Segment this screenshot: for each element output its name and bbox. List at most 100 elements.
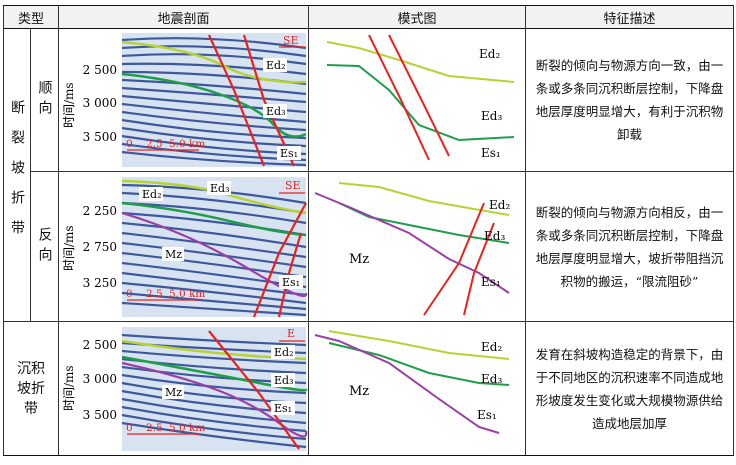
- fault-line: [208, 329, 300, 450]
- fault-line: [252, 201, 307, 317]
- horizon-label: Mz: [165, 248, 182, 261]
- type-label: 反向: [36, 226, 53, 267]
- label-box: [271, 344, 296, 359]
- header-features: 特征描述: [525, 5, 735, 29]
- label-box: [263, 103, 288, 118]
- type-cell: 反向: [29, 171, 60, 322]
- description-cell: 发育在斜坡构造稳定的背景下，由于不同地区的沉积速率不同造成地形坡度发生变化或大规…: [525, 321, 735, 456]
- description-cell: 断裂的倾向与物源方向相反，由一条或多条同沉积断层控制，下降盘地层厚度明显增大，坡…: [525, 171, 735, 322]
- horizon-label: Es₁: [282, 276, 300, 289]
- seismic-section-1: 时间/ms 2 500 3 000 3 500 SE: [62, 32, 307, 167]
- label-box: [277, 145, 302, 160]
- scale-label: 2.5: [146, 138, 163, 150]
- type-label: 顺向: [36, 80, 53, 120]
- label-box: [207, 180, 232, 195]
- type-cell: 沉积坡折带: [2, 321, 60, 456]
- model-cell: Mz Ed₂ Ed₃ Es₁: [308, 171, 527, 322]
- tick-label: 3 500: [83, 130, 117, 144]
- scale-label: 2.5: [146, 422, 163, 434]
- header-seismic: 地震剖面: [58, 5, 310, 29]
- model-cell: Ed₂ Ed₃ Es₁: [308, 28, 527, 172]
- scale-label: 5.0 km: [169, 138, 205, 150]
- scale-bar: 0 2.5 5.0 km: [126, 138, 205, 151]
- seismic-cell: 时间/ms 2 250 2 750 3 250: [58, 171, 310, 322]
- ed3-horizon: [121, 72, 307, 138]
- scale-bar: 0 2.5 5.0 km: [126, 422, 205, 435]
- type-group-label: 断裂坡折带: [9, 100, 25, 250]
- type-cell: 顺向: [29, 28, 60, 172]
- model-diagram-2: Mz Ed₂ Ed₃ Es₁: [314, 181, 510, 316]
- fault-line: [368, 34, 430, 160]
- axis-label: 时间/ms: [62, 225, 76, 271]
- label-box: [162, 384, 185, 399]
- tick-label: 2 250: [83, 204, 117, 218]
- label-box: [279, 274, 304, 289]
- horizon-label: Es₁: [481, 275, 501, 289]
- tick-label: 2 500: [83, 338, 117, 352]
- tick-label: 2 500: [83, 63, 117, 77]
- tick-label: 3 250: [83, 276, 117, 290]
- model-diagram-3: Mz Ed₂ Ed₃ Es₁: [314, 329, 510, 434]
- tick-label: 3 000: [83, 96, 117, 110]
- direction-label: SE: [283, 34, 299, 47]
- es1-horizon: [121, 361, 308, 438]
- fault-line: [463, 222, 495, 315]
- description-cell: 断裂的倾向与物源方向一致，由一条或多条同沉积断层控制，下降盘地层厚度明显增大，有…: [525, 28, 735, 172]
- horizon-label: Mz: [165, 386, 182, 399]
- horizon-label: Es₁: [280, 147, 298, 160]
- horizon-label: Es₁: [481, 146, 501, 160]
- scale-label: 0: [126, 138, 133, 150]
- model-cell: Mz Ed₂ Ed₃ Es₁: [308, 321, 527, 456]
- horizon-label: Ed₃: [481, 109, 502, 123]
- horizon-label: Ed₃: [266, 105, 285, 118]
- seismic-section-2: 时间/ms 2 250 2 750 3 250: [62, 176, 308, 317]
- fault-line: [277, 232, 303, 317]
- header-model: 模式图: [308, 5, 527, 29]
- fault-line: [208, 34, 266, 166]
- horizon-label: Ed₃: [484, 229, 505, 243]
- tick-label: 2 750: [83, 240, 117, 254]
- horizon-label: Es₁: [274, 402, 292, 415]
- ed2-horizon: [326, 40, 515, 83]
- horizon-label: Mz: [349, 384, 369, 399]
- type-group-cell: 断裂坡折带: [3, 28, 31, 322]
- es1-horizon: [314, 333, 500, 434]
- ed2-horizon: [328, 329, 510, 360]
- ed2-horizon: [338, 181, 510, 216]
- scale-label: 5.0 km: [169, 422, 205, 434]
- fault-line: [388, 34, 450, 156]
- horizon-label: Mz: [349, 252, 369, 267]
- label-box: [162, 246, 185, 261]
- label-box: [263, 57, 288, 72]
- description-text: 发育在斜坡构造稳定的背景下，由于不同地区的沉积速率不同造成地形坡度发生变化或大规…: [535, 346, 724, 431]
- horizon-label: Ed₂: [489, 198, 510, 212]
- horizon-label: Ed₂: [266, 59, 285, 72]
- fault-line: [423, 202, 485, 316]
- table-row: 断裂坡折带 顺向 时间/ms 2 500 3 000 3 500: [3, 28, 735, 322]
- horizon-label: Ed₂: [274, 346, 293, 359]
- label-box: [271, 372, 296, 387]
- ed3-horizon: [121, 201, 307, 236]
- horizon-label: Ed₂: [142, 188, 161, 201]
- es1-horizon: [121, 211, 308, 297]
- table-row: 反向 时间/ms 2 250 2 750 3 250: [4, 171, 735, 322]
- scale-label: 5.0 km: [169, 288, 205, 300]
- label-box: [271, 400, 296, 415]
- scale-label: 0: [126, 422, 133, 434]
- ed3-horizon: [326, 63, 515, 141]
- scale-bar: 0 2.5 5.0 km: [126, 288, 205, 301]
- horizon-label: Ed₃: [481, 372, 502, 386]
- header-row: 类型 地震剖面 模式图 特征描述: [2, 5, 735, 29]
- horizon-label: Es₁: [477, 408, 497, 422]
- fault-line: [242, 34, 296, 166]
- horizon-label: Ed₃: [210, 182, 229, 195]
- direction-label: E: [287, 327, 295, 340]
- description-text: 断裂的倾向与物源方向相反，由一条或多条同沉积断层控制，下降盘地层厚度明显增大，坡…: [535, 204, 724, 289]
- horizon-label: Ed₃: [274, 374, 293, 387]
- tick-label: 3 500: [83, 408, 117, 422]
- es1-horizon: [314, 191, 510, 294]
- header-type: 类型: [2, 5, 60, 29]
- tick-label: 3 000: [83, 372, 117, 386]
- seismic-cell: 时间/ms 2 500 3 000 3 500 SE: [58, 28, 310, 172]
- axis-label: 时间/ms: [62, 82, 76, 128]
